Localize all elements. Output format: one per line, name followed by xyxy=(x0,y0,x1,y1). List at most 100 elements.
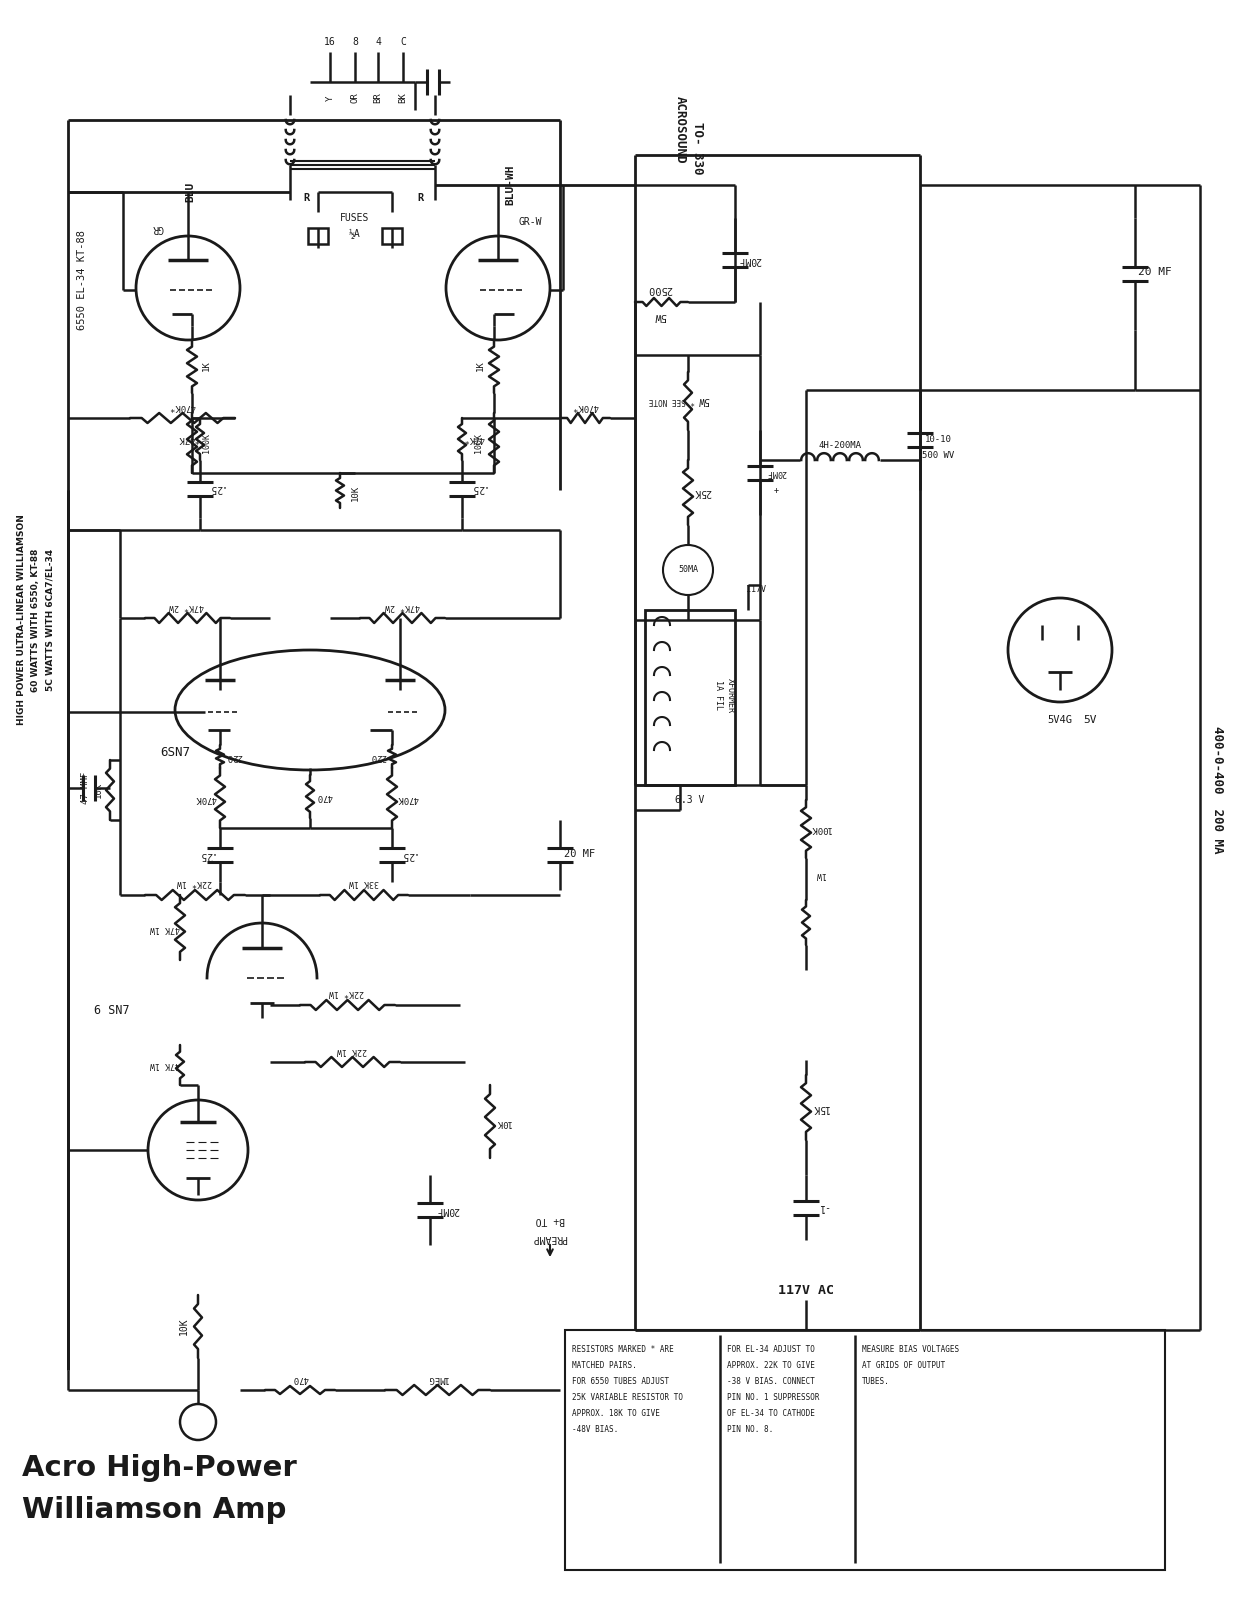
Text: 6.3 V: 6.3 V xyxy=(675,795,705,805)
Text: ACROSOUND: ACROSOUND xyxy=(674,96,686,163)
Text: -48V BIAS.: -48V BIAS. xyxy=(571,1426,619,1435)
Text: +: + xyxy=(773,483,778,493)
Text: PIN NO. 8.: PIN NO. 8. xyxy=(727,1426,773,1435)
Text: 20MF: 20MF xyxy=(766,467,786,477)
Text: Williamson Amp: Williamson Amp xyxy=(22,1496,286,1523)
Text: PIN NO. 1 SUPPRESSOR: PIN NO. 1 SUPPRESSOR xyxy=(727,1394,819,1403)
Text: 6550 EL-34 KT-88: 6550 EL-34 KT-88 xyxy=(77,230,87,330)
Text: 4H-200MA: 4H-200MA xyxy=(818,442,862,451)
Text: 20MF: 20MF xyxy=(436,1205,459,1214)
Text: 117V: 117V xyxy=(746,586,766,595)
Text: 5V: 5V xyxy=(1083,715,1097,725)
Text: OR: OR xyxy=(351,93,360,104)
Text: 1K: 1K xyxy=(202,360,210,371)
Text: -1: -1 xyxy=(817,1202,828,1213)
Text: 25K: 25K xyxy=(695,486,712,498)
Text: RESISTORS MARKED * ARE: RESISTORS MARKED * ARE xyxy=(571,1346,674,1355)
Text: .25: .25 xyxy=(197,850,214,861)
Text: R: R xyxy=(417,194,423,203)
Text: 470K: 470K xyxy=(195,794,217,803)
Text: BLU-WH: BLU-WH xyxy=(505,165,515,205)
Text: 10K: 10K xyxy=(93,782,102,798)
Text: MATCHED PAIRS.: MATCHED PAIRS. xyxy=(571,1362,636,1371)
Text: TUBES.: TUBES. xyxy=(862,1378,890,1387)
Text: APPROX. 22K TO GIVE: APPROX. 22K TO GIVE xyxy=(727,1362,815,1371)
Text: APPROX. 18K TO GIVE: APPROX. 18K TO GIVE xyxy=(571,1410,660,1419)
Text: Acro High-Power: Acro High-Power xyxy=(22,1454,296,1482)
Text: 5C WATTS WITH 6CA7/EL-34: 5C WATTS WITH 6CA7/EL-34 xyxy=(46,549,55,691)
Text: OF EL-34 TO CATHODE: OF EL-34 TO CATHODE xyxy=(727,1410,815,1419)
Text: 400-0-400  200 MA: 400-0-400 200 MA xyxy=(1211,726,1225,854)
Text: 100K: 100K xyxy=(809,824,830,832)
Text: 47K* 2W: 47K* 2W xyxy=(169,602,204,611)
Text: 117V AC: 117V AC xyxy=(778,1283,834,1296)
Text: MEASURE BIAS VOLTAGES: MEASURE BIAS VOLTAGES xyxy=(862,1346,959,1355)
Text: * SEE NOTE: * SEE NOTE xyxy=(649,395,695,405)
Text: R: R xyxy=(304,194,310,203)
Text: 20 MF: 20 MF xyxy=(564,850,595,859)
Text: ½A: ½A xyxy=(349,229,361,238)
Text: HIGH POWER ULTRA-LINEAR WILLIAMSON: HIGH POWER ULTRA-LINEAR WILLIAMSON xyxy=(17,515,26,725)
Text: 470K*: 470K* xyxy=(168,402,195,411)
Text: BLU: BLU xyxy=(186,182,195,202)
Text: 10-10: 10-10 xyxy=(925,435,951,445)
Text: 4: 4 xyxy=(375,37,381,46)
Text: 6SN7: 6SN7 xyxy=(161,746,190,758)
Text: 22K* 1W: 22K* 1W xyxy=(330,989,365,997)
Text: 10K: 10K xyxy=(496,1117,510,1126)
Text: 16: 16 xyxy=(324,37,336,46)
Text: 5W: 5W xyxy=(654,310,666,322)
Text: 5V4G: 5V4G xyxy=(1047,715,1072,725)
Text: 1A FIL: 1A FIL xyxy=(713,680,722,710)
Text: FUSES: FUSES xyxy=(340,213,370,222)
Text: BR: BR xyxy=(374,93,382,104)
Text: 470: 470 xyxy=(316,792,332,800)
Text: FOR EL-34 ADJUST TO: FOR EL-34 ADJUST TO xyxy=(727,1346,815,1355)
Text: 47K* 2W: 47K* 2W xyxy=(385,602,420,611)
Text: 100K: 100K xyxy=(474,434,483,453)
Text: 1MEG: 1MEG xyxy=(426,1373,448,1382)
Text: GR: GR xyxy=(152,222,164,234)
Text: 20MF: 20MF xyxy=(738,254,762,266)
Text: 22K* 1W: 22K* 1W xyxy=(178,878,213,888)
Text: GR-W: GR-W xyxy=(518,218,542,227)
Text: 60 WATTS WITH 6550, KT-88: 60 WATTS WITH 6550, KT-88 xyxy=(31,549,41,691)
Text: BK: BK xyxy=(398,93,407,104)
Text: XFORMER: XFORMER xyxy=(726,677,735,712)
Text: Y: Y xyxy=(325,96,335,101)
Text: .25: .25 xyxy=(398,850,416,861)
Text: 100K: 100K xyxy=(203,434,212,453)
Text: FOR 6550 TUBES ADJUST: FOR 6550 TUBES ADJUST xyxy=(571,1378,669,1387)
Text: 470: 470 xyxy=(291,1373,308,1382)
Text: 47K*: 47K* xyxy=(463,434,484,443)
Text: B+ TO: B+ TO xyxy=(535,1214,565,1226)
Text: 220: 220 xyxy=(225,752,242,762)
Text: 47K 1W: 47K 1W xyxy=(149,1061,181,1069)
Text: .25: .25 xyxy=(207,483,224,493)
Text: -38 V BIAS. CONNECT: -38 V BIAS. CONNECT xyxy=(727,1378,815,1387)
Text: TO- 330: TO- 330 xyxy=(691,122,705,174)
Text: .25: .25 xyxy=(468,483,486,493)
Text: 10K: 10K xyxy=(179,1317,189,1334)
Bar xyxy=(645,610,735,786)
Text: 500 WV: 500 WV xyxy=(921,451,954,459)
Text: 47K 1W: 47K 1W xyxy=(149,923,181,933)
Text: 8: 8 xyxy=(352,37,359,46)
Text: 220: 220 xyxy=(370,752,386,762)
Text: 10K: 10K xyxy=(351,485,360,501)
Text: *47K: *47K xyxy=(177,434,199,443)
Bar xyxy=(565,1330,1165,1570)
Bar xyxy=(382,227,402,243)
Text: AT GRIDS OF OUTPUT: AT GRIDS OF OUTPUT xyxy=(862,1362,945,1371)
Text: 1W: 1W xyxy=(815,870,825,880)
Text: 1K: 1K xyxy=(476,360,484,371)
Text: 2500: 2500 xyxy=(647,285,672,294)
Text: 5W: 5W xyxy=(697,395,708,405)
Text: 15K: 15K xyxy=(812,1102,829,1114)
Text: 470K: 470K xyxy=(397,794,418,803)
Text: 470K*: 470K* xyxy=(571,402,599,411)
Text: 22K 1W: 22K 1W xyxy=(337,1045,367,1054)
Text: 33K 1W: 33K 1W xyxy=(349,878,378,888)
Bar xyxy=(308,227,327,243)
Text: 47 MMF: 47 MMF xyxy=(81,771,90,805)
